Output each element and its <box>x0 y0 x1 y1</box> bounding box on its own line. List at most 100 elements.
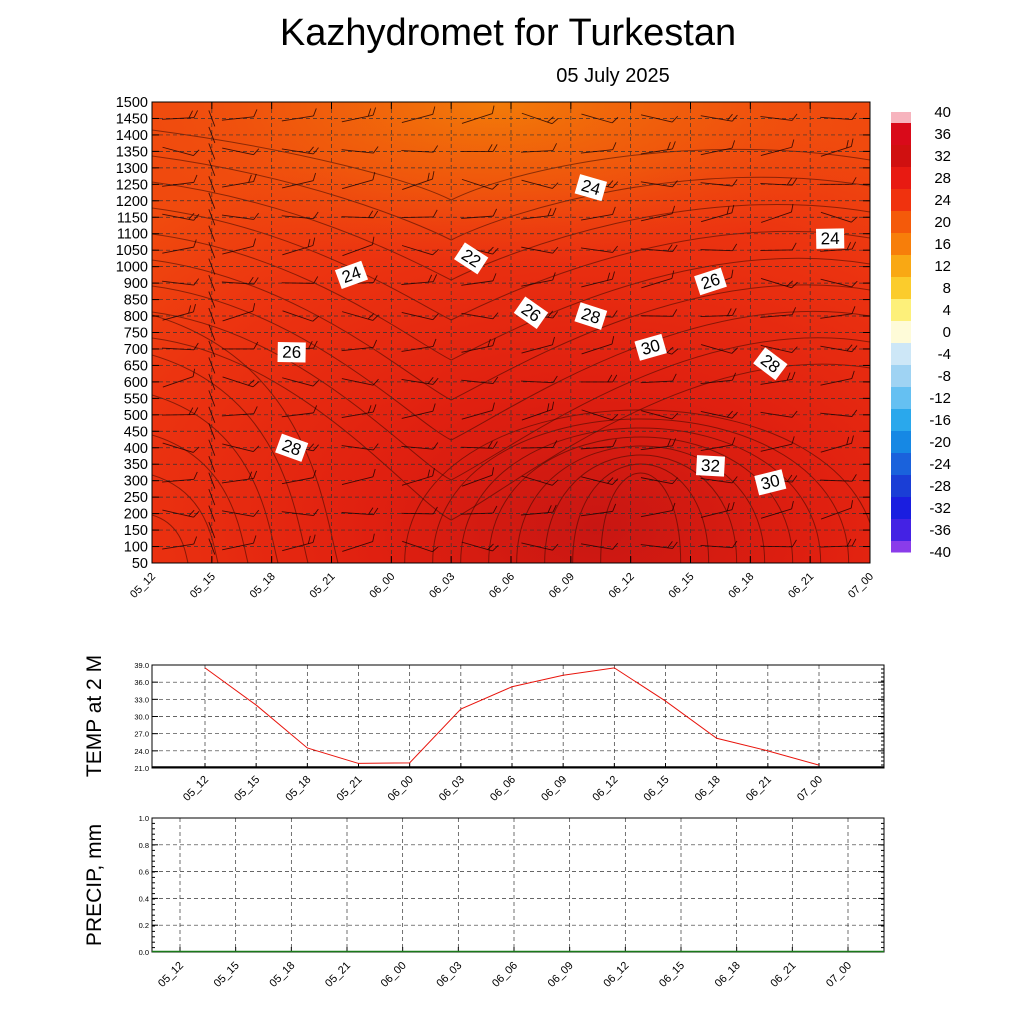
wind-barb-shaft <box>208 176 216 193</box>
wind-barb-flag <box>427 274 433 283</box>
wind-barb-flag <box>607 180 614 187</box>
contour-line <box>516 445 766 563</box>
wind-barb-shaft <box>208 406 216 423</box>
wind-barb-shaft <box>208 126 216 144</box>
wind-barb-shaft <box>208 472 216 489</box>
wind-barb <box>820 500 854 520</box>
height-tick-label: 1000 <box>116 260 148 276</box>
wind-barb-flag <box>612 142 617 150</box>
wind-barb-shaft <box>401 311 434 321</box>
wind-barb-shaft <box>221 478 254 484</box>
wind-barb <box>640 114 679 123</box>
contour-line <box>152 354 309 563</box>
wind-barb <box>580 142 617 154</box>
wind-barb-shaft <box>281 282 314 284</box>
wind-barb-shaft <box>222 542 254 551</box>
wind-barb-shaft <box>208 538 216 555</box>
wind-barb-shaft <box>640 114 673 123</box>
wind-barb-shaft <box>162 280 194 286</box>
wind-barb-shaft <box>401 113 433 124</box>
wind-barb-flag <box>313 340 318 349</box>
wind-barb <box>281 211 319 220</box>
chart-subtitle: 05 July 2025 <box>556 65 669 87</box>
wind-barb <box>341 468 376 485</box>
wind-barb <box>521 542 559 551</box>
wind-barb-shaft <box>521 179 553 189</box>
wind-barb-flag <box>607 374 613 383</box>
height-tick-label: 300 <box>124 474 148 490</box>
wind-barb-shaft <box>700 411 733 419</box>
wind-barb <box>760 344 798 354</box>
wind-barb-shaft <box>401 445 434 450</box>
wind-barb-flag <box>367 108 372 117</box>
colorbar-tick-label: -36 <box>929 522 951 539</box>
height-tick-label: 400 <box>124 441 148 457</box>
wind-barb <box>341 171 376 190</box>
height-tick-label: 150 <box>124 523 148 539</box>
wind-barb-flag <box>193 536 198 545</box>
wind-barb <box>162 442 200 453</box>
wind-barb-shaft <box>208 340 216 358</box>
wind-barb-flag <box>791 475 798 483</box>
wind-barb <box>700 501 735 518</box>
wind-barb-shaft <box>820 278 852 288</box>
wind-barb-flag <box>253 173 257 182</box>
height-tick-label: 250 <box>124 490 148 506</box>
height-tick-label: 700 <box>124 342 148 358</box>
wind-barb <box>700 372 737 385</box>
height-tick-label: 1100 <box>117 227 148 243</box>
precipitation-time-tick-label: 07_00 <box>824 960 854 990</box>
wind-barb <box>162 471 198 483</box>
contour-label-text: 30 <box>759 471 782 494</box>
wind-barb-shaft <box>281 412 314 418</box>
wind-barb-flag <box>253 212 259 220</box>
wind-barb-flag <box>432 313 439 320</box>
wind-barb-shaft <box>640 213 673 222</box>
wind-barb <box>580 374 618 383</box>
temperature-time-tick-label: 06_12 <box>590 774 620 804</box>
wind-barb-flag <box>193 342 199 351</box>
wind-barb <box>581 113 619 124</box>
wind-barb-flag <box>851 280 858 288</box>
wind-barb <box>162 536 198 550</box>
wind-barb <box>461 337 496 353</box>
precipitation-tick-label: 0.6 <box>139 868 149 877</box>
wind-barb-shaft <box>341 346 374 352</box>
wind-barb <box>341 507 379 516</box>
wind-barb <box>521 401 555 421</box>
colorbar-tick-label: -28 <box>929 478 951 495</box>
wind-barb-flag <box>786 177 793 186</box>
wind-barb <box>282 237 316 256</box>
wind-barb-shaft <box>640 445 673 451</box>
wind-barb-flag <box>313 211 319 219</box>
colorbar-tick-label: 36 <box>934 126 951 143</box>
wind-barb-flag <box>726 113 733 121</box>
colorbar-swatch <box>891 343 911 366</box>
wind-barb-flag <box>546 403 550 412</box>
wind-barb <box>281 405 318 418</box>
wind-barb-shaft <box>341 216 374 219</box>
wind-barb-shaft <box>461 474 493 487</box>
wind-barb-shaft <box>640 181 673 188</box>
wind-barb <box>820 138 854 157</box>
wind-barb-shaft <box>401 410 434 419</box>
wind-barb-shaft <box>820 479 853 482</box>
wind-barb-flag <box>253 509 260 517</box>
wind-barb <box>700 540 738 549</box>
wind-barb-flag <box>726 503 730 512</box>
wind-barb <box>581 409 619 421</box>
wind-barb-shaft <box>521 475 553 486</box>
wind-barb-flag <box>313 444 319 452</box>
wind-barb-shaft <box>461 446 494 449</box>
wind-barb-shaft <box>760 183 793 186</box>
wind-barb-shaft <box>640 248 673 253</box>
wind-barb <box>461 505 498 515</box>
wind-barb-shaft <box>581 409 613 421</box>
wind-barb <box>341 443 379 451</box>
wind-barb-shaft <box>221 413 254 417</box>
wind-barb <box>700 476 738 484</box>
wind-barb <box>580 439 617 450</box>
wind-barb-flag <box>667 541 673 549</box>
wind-barb-shaft <box>581 278 613 288</box>
wind-barb-shaft <box>640 544 673 549</box>
